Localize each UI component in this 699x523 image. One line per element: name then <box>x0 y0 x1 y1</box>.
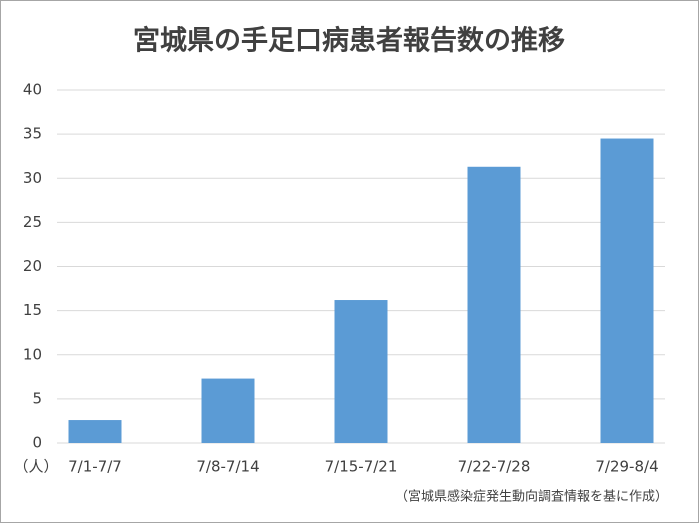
y-tick-label: 20 <box>23 257 42 275</box>
y-tick-label: 5 <box>32 389 42 407</box>
y-tick-label: 0 <box>32 434 42 452</box>
x-tick-label: 7/1-7/7 <box>68 458 122 476</box>
y-tick-label: 25 <box>23 213 42 231</box>
bar <box>600 138 654 443</box>
bar <box>201 378 255 443</box>
y-tick-label: 35 <box>23 125 42 143</box>
y-tick-label: 15 <box>23 301 42 319</box>
bar <box>334 300 388 443</box>
bar <box>68 420 122 443</box>
x-tick-label: 7/15-7/21 <box>325 458 398 476</box>
y-tick-label: 10 <box>23 345 42 363</box>
source-note: （宮城県感染症発生動向調査情報を基に作成） <box>395 489 668 505</box>
x-tick-label: 7/8-7/14 <box>196 458 259 476</box>
x-tick-label: 7/22-7/28 <box>458 458 531 476</box>
chart-title: 宮城県の手足口病患者報告数の推移 <box>133 25 565 57</box>
y-axis-label: （人） <box>13 458 58 476</box>
y-tick-label: 30 <box>23 169 42 187</box>
x-tick-label: 7/29-8/4 <box>595 458 658 476</box>
y-tick-label: 40 <box>23 81 42 99</box>
bar <box>467 166 521 443</box>
